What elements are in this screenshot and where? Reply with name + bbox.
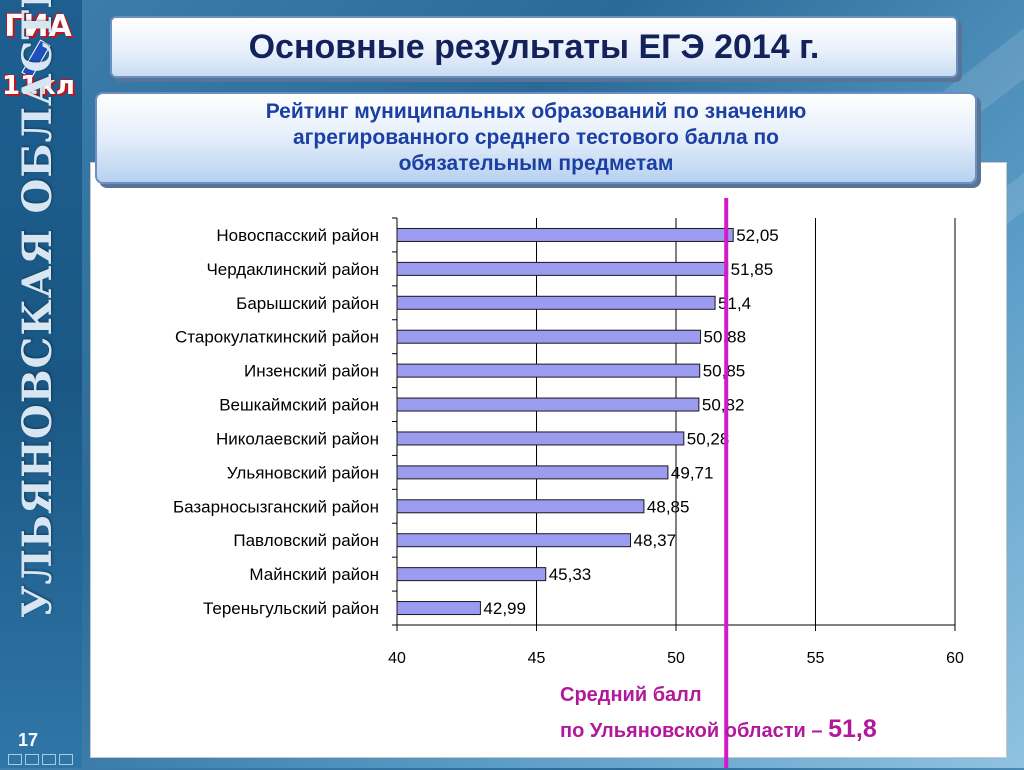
bar [396,465,669,480]
bar [396,227,734,242]
value-label: 51,4 [718,294,751,313]
average-value: 51,8 [828,715,877,743]
bar [396,261,729,276]
bar [396,601,481,616]
value-label: 42,99 [483,599,526,618]
average-line-2: по Ульяновской области – 51,8 [560,712,980,748]
chart-subtitle-box: Рейтинг муниципальных образований по зна… [95,92,977,184]
next-slide-icon[interactable] [42,754,56,765]
average-score-note: Средний балл по Ульяновской области – 51… [560,678,980,748]
category-label: Павловский район [233,531,379,550]
gia-logo: ГИА 11кл [2,4,75,104]
bar [396,567,547,582]
chart-panel [90,162,1007,758]
bar [396,363,701,378]
value-label: 45,33 [549,565,592,584]
x-tick-label: 40 [388,650,406,667]
value-label: 52,05 [736,226,779,245]
x-tick-label: 60 [946,650,964,667]
value-label: 50,28 [687,429,730,448]
bar [396,499,645,514]
value-label: 49,71 [671,463,714,482]
x-tick-label: 50 [667,650,685,667]
left-sidebar: ГИА 11кл УЛЬЯНОВСКАЯ ОБЛАСТЬ 17 [0,0,82,768]
subtitle-line-2: агрегированного среднего тестового балла… [292,126,780,149]
category-label: Барышский район [236,294,379,313]
category-label: Майнский район [249,565,379,584]
bar [396,329,702,344]
category-label: Инзенский район [244,362,379,381]
average-line-1: Средний балл [560,684,702,706]
logo-bottom-text: 11кл [2,71,75,101]
slide-nav[interactable] [8,752,78,765]
x-tick-label: 55 [807,650,825,667]
bar [396,295,716,310]
subtitle-line-3: обязательным предметам [398,152,674,175]
prev-slide-icon[interactable] [8,754,22,765]
bar [396,397,700,412]
slide-number: 17 [18,730,39,750]
category-label: Вешкаймский район [219,396,379,415]
value-label: 48,37 [634,531,677,550]
category-label: Базарносызганский район [173,497,379,516]
end-icon[interactable] [59,754,73,765]
category-label: Чердаклинский район [206,260,379,279]
x-tick-label: 45 [528,650,546,667]
value-label: 48,85 [647,497,690,516]
logo-top-text: ГИА [4,9,72,44]
category-label: Тереньгульский район [203,599,379,618]
value-label: 50,82 [702,396,745,415]
value-label: 51,85 [731,260,774,279]
average-line-2-text: по Ульяновской области – [560,720,823,742]
category-label: Старокулаткинский район [175,328,379,347]
home-icon[interactable] [25,754,39,765]
subtitle-line-1: Рейтинг муниципальных образований по зна… [265,100,807,123]
category-label: Николаевский район [216,429,379,448]
category-label: Новоспасский район [216,226,379,245]
value-label: 50,85 [703,362,746,381]
bar [396,431,685,446]
bar [396,533,632,548]
category-label: Ульяновский район [227,463,379,482]
page-title: Основные результаты ЕГЭ 2014 г. [110,16,958,78]
